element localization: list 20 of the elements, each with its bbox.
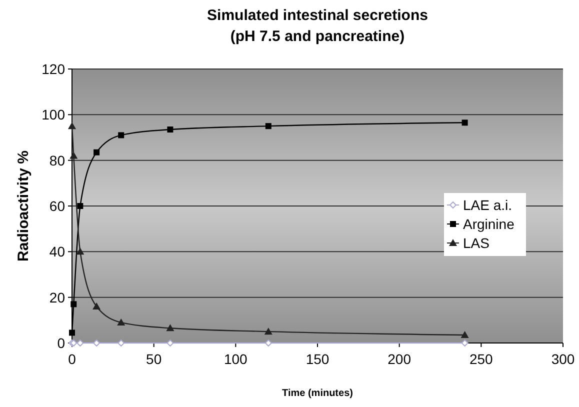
y-tick-label: 20: [49, 289, 66, 306]
legend-label: LAS: [463, 235, 490, 251]
x-tick-label: 100: [224, 351, 248, 367]
x-tick-label: 250: [469, 351, 494, 367]
legend-label: Arginine: [463, 216, 515, 232]
legend-label: LAE a.i.: [463, 197, 512, 213]
y-tick-label: 0: [57, 335, 66, 351]
x-tick-label: 200: [388, 351, 412, 367]
y-tick-label: 60: [49, 198, 66, 214]
x-tick-label: 0: [68, 351, 76, 367]
y-axis-title: Radioactivity %: [15, 150, 32, 262]
y-tick-label: 100: [42, 106, 66, 123]
y-tick-label: 120: [42, 61, 66, 77]
x-tick-label: 50: [146, 351, 162, 367]
y-tick-label: 40: [49, 244, 66, 260]
chart-title: Simulated intestinal secretions (pH 7.5 and pancreatine): [207, 7, 428, 45]
y-tick-label: 80: [49, 152, 66, 168]
x-tick-label: 150: [306, 351, 330, 367]
x-axis-title: Time (minutes): [282, 388, 353, 399]
x-tick-label: 300: [551, 351, 575, 367]
